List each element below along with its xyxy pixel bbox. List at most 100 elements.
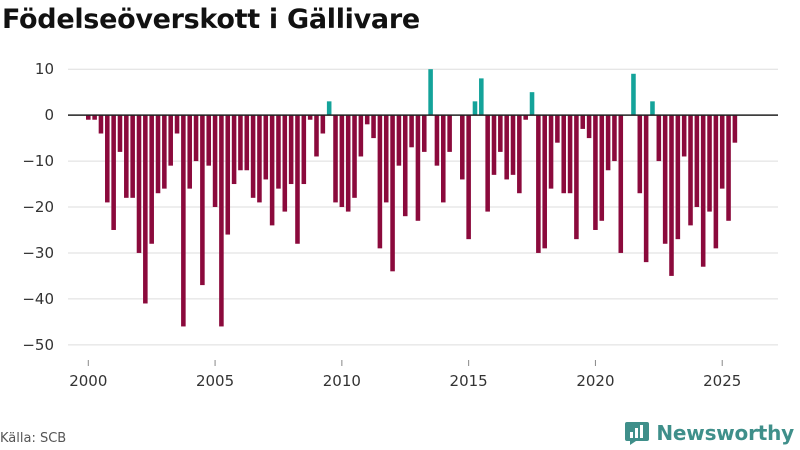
y-tick-label: −40: [22, 290, 54, 308]
newsworthy-logo[interactable]: Newsworthy: [624, 420, 794, 446]
bar: [517, 115, 522, 194]
y-tick-label: 0: [44, 106, 54, 124]
bar: [447, 115, 452, 152]
bar: [383, 115, 389, 203]
bar: [580, 115, 586, 129]
source-note: Källa: SCB: [0, 431, 67, 446]
chart-title: Födelseöverskott i Gällivare: [2, 4, 420, 35]
bar: [143, 115, 148, 304]
bar: [181, 115, 186, 327]
bar: [415, 115, 421, 221]
bar: [168, 115, 173, 166]
brand-name: Newsworthy: [656, 421, 794, 445]
bar: [212, 115, 218, 208]
x-tick-label: 2000: [69, 372, 107, 390]
bar: [669, 115, 674, 276]
x-tick-label: 2015: [450, 372, 488, 390]
bar: [504, 115, 509, 180]
bar: [320, 115, 326, 134]
bar: [441, 115, 446, 203]
bar: [479, 78, 484, 116]
bar: [700, 115, 706, 267]
x-tick-label: 2005: [196, 372, 234, 390]
y-tick-label: −30: [22, 244, 54, 262]
bar: [732, 115, 738, 143]
bar: [707, 115, 712, 212]
bar: [225, 115, 231, 235]
bar: [339, 115, 345, 208]
bar: [434, 115, 440, 166]
bar: [269, 115, 275, 226]
bar: [301, 115, 307, 185]
bar: [364, 115, 370, 125]
grid-lines: [68, 68, 778, 346]
bar: [656, 115, 662, 162]
bar: [631, 73, 636, 116]
bar: [726, 115, 731, 221]
newsworthy-logo-icon: [625, 422, 650, 445]
bar: [155, 115, 161, 194]
bar: [345, 115, 351, 212]
bar: [86, 115, 91, 120]
bar: [675, 115, 681, 240]
bar: [111, 115, 116, 230]
bar: [124, 115, 129, 198]
bar: [548, 115, 554, 189]
bar: [352, 115, 357, 198]
bar: [713, 115, 719, 249]
bar: [593, 115, 598, 230]
x-tick-label: 2020: [576, 372, 614, 390]
bar: [149, 115, 154, 244]
bar: [98, 115, 104, 134]
bar: [643, 115, 649, 263]
bar: [491, 115, 497, 175]
bar: [523, 115, 528, 120]
bar: [130, 115, 135, 198]
bar: [460, 115, 465, 180]
bar: [561, 115, 567, 194]
x-axis: 2000 2005 2010 2015 2020 2025: [69, 360, 741, 390]
bar: [162, 115, 167, 189]
bar: [136, 115, 142, 253]
bar-chart: 100−10−20−30−40−50 2000 2005 2010 2015 2020 2…: [22, 60, 778, 390]
bar: [174, 115, 180, 134]
bar: [295, 115, 300, 244]
bar: [409, 115, 414, 148]
bar: [428, 69, 433, 116]
bar: [244, 115, 250, 171]
bar: [542, 115, 547, 249]
bar: [263, 115, 269, 180]
bar: [396, 115, 402, 166]
bar-series: [86, 69, 738, 327]
bar: [187, 115, 192, 189]
bar: [510, 115, 516, 175]
bar: [307, 115, 313, 120]
bar: [618, 115, 624, 253]
bar: [485, 115, 490, 212]
bar: [282, 115, 288, 212]
bar: [466, 115, 471, 240]
bar: [555, 115, 560, 143]
bar: [92, 115, 97, 120]
bar: [719, 115, 725, 189]
bar: [688, 115, 693, 226]
bar: [219, 115, 224, 327]
bar: [694, 115, 700, 208]
bar: [288, 115, 294, 185]
bar: [326, 101, 332, 116]
bar: [612, 115, 617, 162]
y-tick-label: −20: [22, 198, 54, 216]
y-tick-label: −50: [22, 336, 54, 354]
x-tick-label: 2025: [703, 372, 741, 390]
bar: [605, 115, 611, 171]
bar: [200, 115, 205, 286]
bar: [193, 115, 199, 162]
bar: [238, 115, 243, 171]
bar: [599, 115, 605, 221]
bar: [250, 115, 256, 198]
bar: [371, 115, 376, 139]
bar: [358, 115, 364, 157]
bar: [257, 115, 262, 203]
bar: [681, 115, 687, 157]
bar: [498, 115, 503, 152]
